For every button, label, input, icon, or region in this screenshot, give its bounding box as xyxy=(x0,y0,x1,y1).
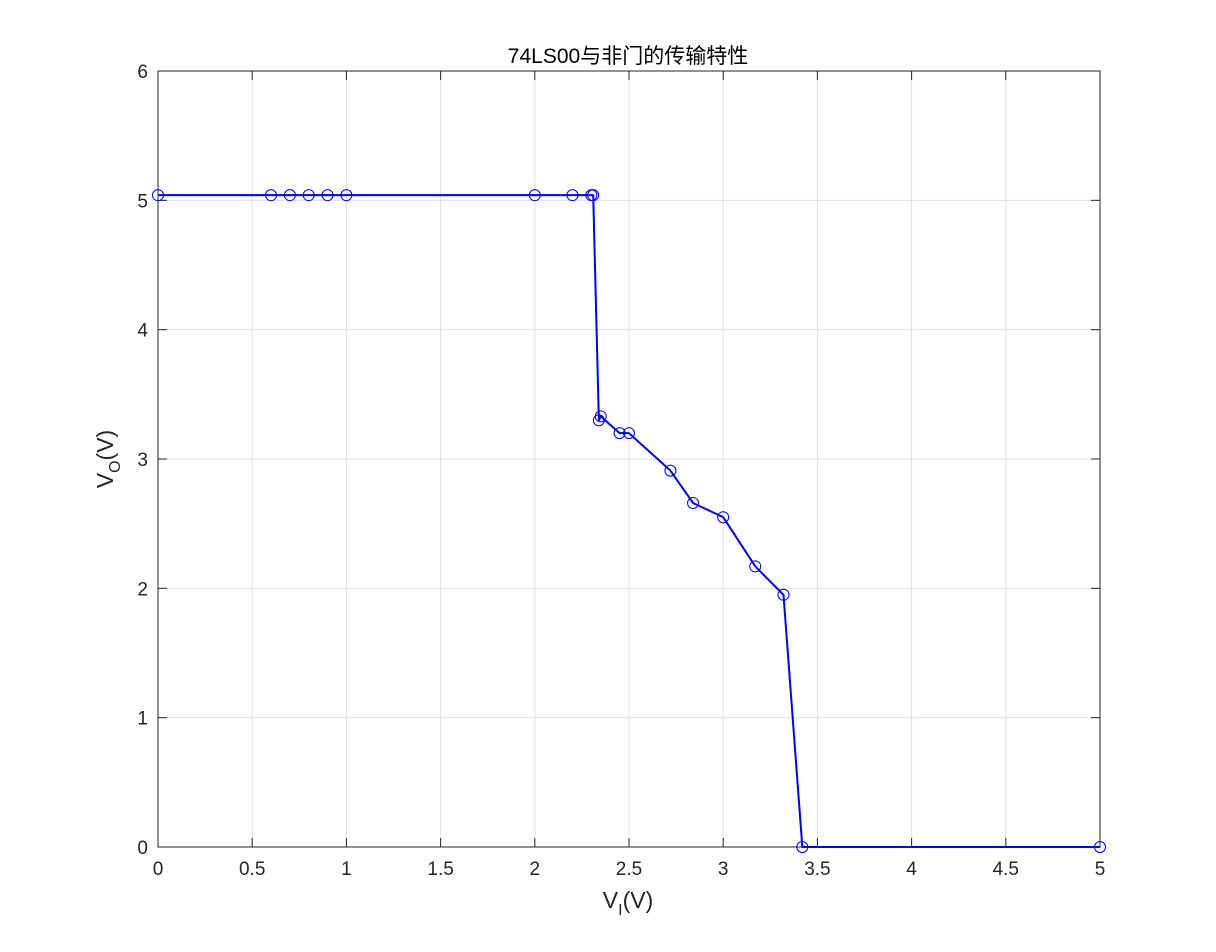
data-point xyxy=(265,189,278,202)
y-tick-labels: 0 1 2 3 4 5 6 xyxy=(137,62,148,859)
data-point xyxy=(321,189,334,202)
y-axis-label-unit: (V) xyxy=(92,430,118,461)
y-tick-label: 1 xyxy=(137,709,148,730)
y-axis-label: VO(V) xyxy=(92,430,124,488)
data-point xyxy=(796,841,809,853)
x-tick-label: 3.5 xyxy=(804,859,830,880)
x-tick-label: 2.5 xyxy=(616,859,642,880)
x-tick-label: 0 xyxy=(153,859,164,880)
x-tick-label: 1 xyxy=(341,859,352,880)
data-point xyxy=(664,464,677,477)
x-axis-label-main: V xyxy=(603,887,619,913)
x-tick-label: 4 xyxy=(906,859,917,880)
y-tick-label: 3 xyxy=(137,450,148,471)
data-point xyxy=(587,189,600,202)
data-point xyxy=(623,427,635,440)
x-tick-label: 0.5 xyxy=(239,859,265,880)
x-tick-label: 5 xyxy=(1095,859,1106,880)
data-point xyxy=(566,189,579,202)
data-point xyxy=(749,560,762,573)
data-point xyxy=(302,189,315,202)
data-point xyxy=(777,588,790,601)
x-axis-label-sub: I xyxy=(618,902,622,919)
x-axis-label: VI(V) xyxy=(603,887,653,919)
y-axis-label-main: V xyxy=(92,472,118,488)
data-point xyxy=(528,189,541,202)
x-tick-labels: 0 0.5 1 1.5 2 2.5 3 3.5 4 4.5 5 xyxy=(153,859,1106,880)
series-line xyxy=(158,194,1100,848)
y-tick-label: 2 xyxy=(137,579,148,600)
data-point xyxy=(687,496,700,509)
data-point xyxy=(1094,841,1106,853)
x-tick-label: 4.5 xyxy=(993,859,1019,880)
y-tick-label: 0 xyxy=(137,838,148,859)
data-point xyxy=(340,189,353,202)
y-tick-label: 4 xyxy=(137,321,148,342)
x-tick-label: 1.5 xyxy=(427,859,453,880)
y-tick-label: 6 xyxy=(137,62,148,83)
data-point xyxy=(717,511,730,524)
x-axis-label-unit: (V) xyxy=(623,887,654,913)
data-point xyxy=(594,410,607,423)
y-tick-label: 5 xyxy=(137,191,148,212)
data-point xyxy=(283,189,296,202)
data-point xyxy=(613,427,626,440)
x-tick-label: 3 xyxy=(718,859,729,880)
ticks xyxy=(157,70,1101,848)
chart-title: 74LS00与非门的传输特性 xyxy=(508,45,748,68)
x-tick-label: 2 xyxy=(530,859,541,880)
data-point xyxy=(152,189,164,202)
series xyxy=(152,189,1106,853)
y-axis-label-sub: O xyxy=(107,460,124,472)
